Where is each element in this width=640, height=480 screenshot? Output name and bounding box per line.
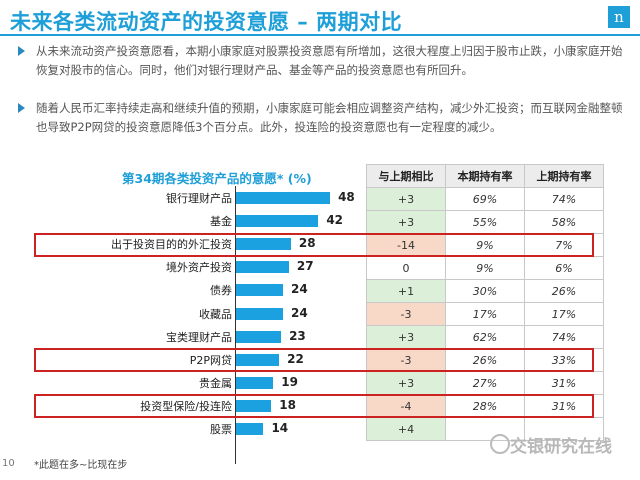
bar	[236, 399, 272, 412]
category-label: P2P网贷	[189, 353, 232, 367]
current-rate-cell: 28%	[445, 394, 525, 418]
bar	[236, 330, 282, 343]
bullet-text-1: 从未来流动资产投资意愿看，本期小康家庭对股票投资意愿有所增加，这很大程度上归因于…	[36, 44, 623, 77]
bar-value-label: 27	[296, 259, 314, 274]
change-cell: +3	[366, 325, 446, 349]
table-row: +3 62% 74%	[366, 325, 604, 349]
category-label: 收藏品	[199, 307, 232, 321]
bar	[236, 192, 331, 204]
chart-y-axis	[235, 186, 236, 464]
category-label: 银行理财产品	[166, 192, 232, 205]
header-previous-rate: 上期持有率	[524, 164, 604, 188]
bar-value-label: 14	[271, 421, 289, 435]
category-label: 投资型保险/投连险	[140, 399, 232, 413]
bar-value-label: 42	[326, 213, 344, 228]
change-cell: +4	[366, 417, 446, 441]
highlight-box	[34, 394, 594, 419]
wechat-icon	[490, 434, 510, 454]
previous-rate-cell: 31%	[524, 371, 604, 395]
current-rate-cell: 17%	[445, 302, 525, 326]
current-rate-cell: 30%	[445, 279, 525, 303]
bullet-paragraph-1: 从未来流动资产投资意愿看，本期小康家庭对股票投资意愿有所增加，这很大程度上归因于…	[18, 42, 626, 80]
bar	[236, 376, 274, 389]
current-rate-cell: 62%	[445, 325, 525, 349]
table-row: -3 17% 17%	[366, 302, 604, 326]
title-divider	[0, 34, 640, 36]
category-label: 境外资产投资	[166, 261, 232, 275]
change-cell: +3	[366, 210, 446, 234]
current-rate-cell: 55%	[445, 210, 525, 234]
bar-value-label: 48	[338, 190, 355, 204]
table-row: +3 27% 31%	[366, 371, 604, 395]
bar	[236, 353, 280, 366]
bar-value-label: 23	[289, 328, 306, 343]
change-cell: +3	[366, 371, 446, 395]
page-title: 未来各类流动资产的投资意愿 – 两期对比	[10, 10, 403, 34]
chart-title: 第34期各类投资产品的意愿* (%)	[122, 171, 312, 186]
category-label: 股票	[210, 423, 232, 436]
previous-rate-cell: 26%	[524, 279, 604, 303]
current-rate-cell: 69%	[445, 187, 525, 211]
category-label: 贵金属	[199, 376, 232, 390]
bar	[236, 215, 319, 228]
bullet-paragraph-2: 随着人民币汇率持续走高和继续升值的预期，小康家庭可能会相应调整资产结构，减少外汇…	[18, 99, 626, 137]
watermark: 交银研究在线	[510, 437, 612, 457]
category-label: 基金	[210, 215, 232, 229]
bar-value-label: 24	[291, 305, 308, 320]
bar-value-label: 22	[287, 351, 304, 366]
bullet-arrow-icon	[18, 46, 25, 56]
current-rate-cell: 9%	[445, 256, 525, 280]
category-label: 出于投资目的的外汇投资	[111, 238, 232, 252]
previous-rate-cell: 74%	[524, 187, 604, 211]
highlight-box	[34, 232, 594, 257]
bullet-text-2: 随着人民币汇率持续走高和继续升值的预期，小康家庭可能会相应调整资产结构，减少外汇…	[36, 101, 623, 134]
change-cell: +3	[366, 187, 446, 211]
previous-rate-cell: 58%	[524, 210, 604, 234]
previous-rate-cell: 17%	[524, 302, 604, 326]
bar-value-label: 19	[281, 374, 298, 389]
previous-rate-cell	[524, 417, 604, 441]
previous-rate-cell: 6%	[524, 256, 604, 280]
bar	[236, 307, 284, 320]
category-label: 债券	[210, 284, 232, 298]
change-cell: +1	[366, 279, 446, 303]
bar-value-label: 18	[279, 397, 296, 412]
change-cell: -3	[366, 302, 446, 326]
header-change: 与上期相比	[366, 164, 446, 188]
footnote: *此题在多~比现在步	[34, 460, 128, 471]
table-row: +1 30% 26%	[366, 279, 604, 303]
bar	[236, 238, 291, 251]
table-row: +3 69% 74%	[366, 187, 604, 211]
highlight-box	[34, 348, 594, 373]
header-current-rate: 本期持有率	[445, 164, 525, 188]
bar-value-label: 24	[291, 282, 308, 297]
current-rate-cell: 27%	[445, 371, 525, 395]
change-cell: -3	[366, 348, 446, 372]
brand-logo: n	[608, 6, 630, 28]
change-cell: 0	[366, 256, 446, 280]
bar	[236, 284, 284, 297]
bar	[236, 261, 289, 274]
bullet-arrow-icon	[18, 103, 25, 113]
bar	[236, 423, 264, 435]
bar-value-label: 28	[298, 236, 316, 251]
previous-rate-cell: 74%	[524, 325, 604, 349]
table-row: 0 9% 6%	[366, 256, 604, 280]
category-label: 宝类理财产品	[166, 330, 232, 344]
table-row: +3 55% 58%	[366, 210, 604, 234]
page-number: 10	[2, 458, 15, 469]
